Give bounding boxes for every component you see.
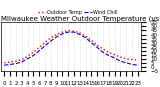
Legend: Outdoor Temp, Wind Chill: Outdoor Temp, Wind Chill [36, 8, 120, 17]
Text: Milwaukee Weather Outdoor Temperature (vs) Wind Chill (Last 24 Hours): Milwaukee Weather Outdoor Temperature (v… [1, 16, 160, 22]
